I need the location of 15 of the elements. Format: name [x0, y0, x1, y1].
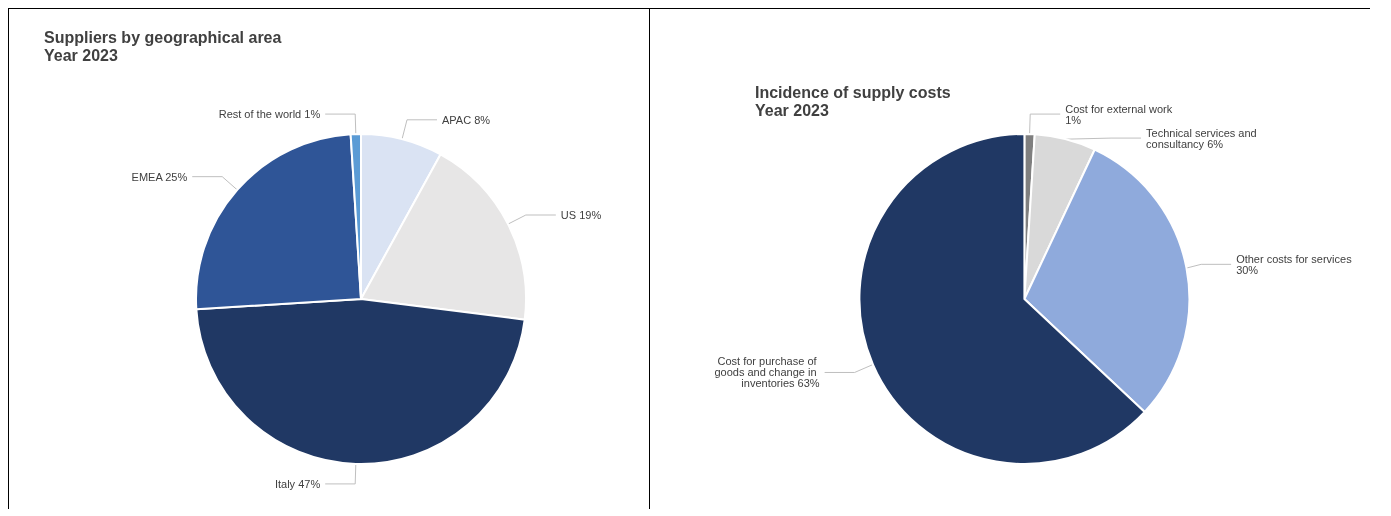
- data-label: 30%: [1236, 263, 1259, 276]
- chart-title: Suppliers by geographical area: [44, 28, 282, 46]
- chart-title: Incidence of supply costs: [755, 83, 951, 101]
- chart-subtitle: Year 2023: [755, 101, 829, 119]
- data-label: 1%: [1065, 113, 1082, 126]
- slice-label: Cost for purchase of goods and change in inventories 63%: [714, 355, 820, 390]
- slice-label: APAC 8%: [442, 113, 491, 126]
- slice-label: Italy 47%: [274, 477, 321, 490]
- slice-label: Rest of the world 1%: [218, 108, 321, 121]
- slice-label: Cost for external work: [1065, 102, 1176, 115]
- slice-label: Technical services and consultancy 6%: [1146, 126, 1260, 150]
- slice-label: Other costs for services: [1236, 252, 1355, 265]
- chart-subtitle: Year 2023: [44, 46, 118, 64]
- slice-label: EMEA 25%: [131, 170, 188, 183]
- slice-label: US 19%: [560, 209, 602, 222]
